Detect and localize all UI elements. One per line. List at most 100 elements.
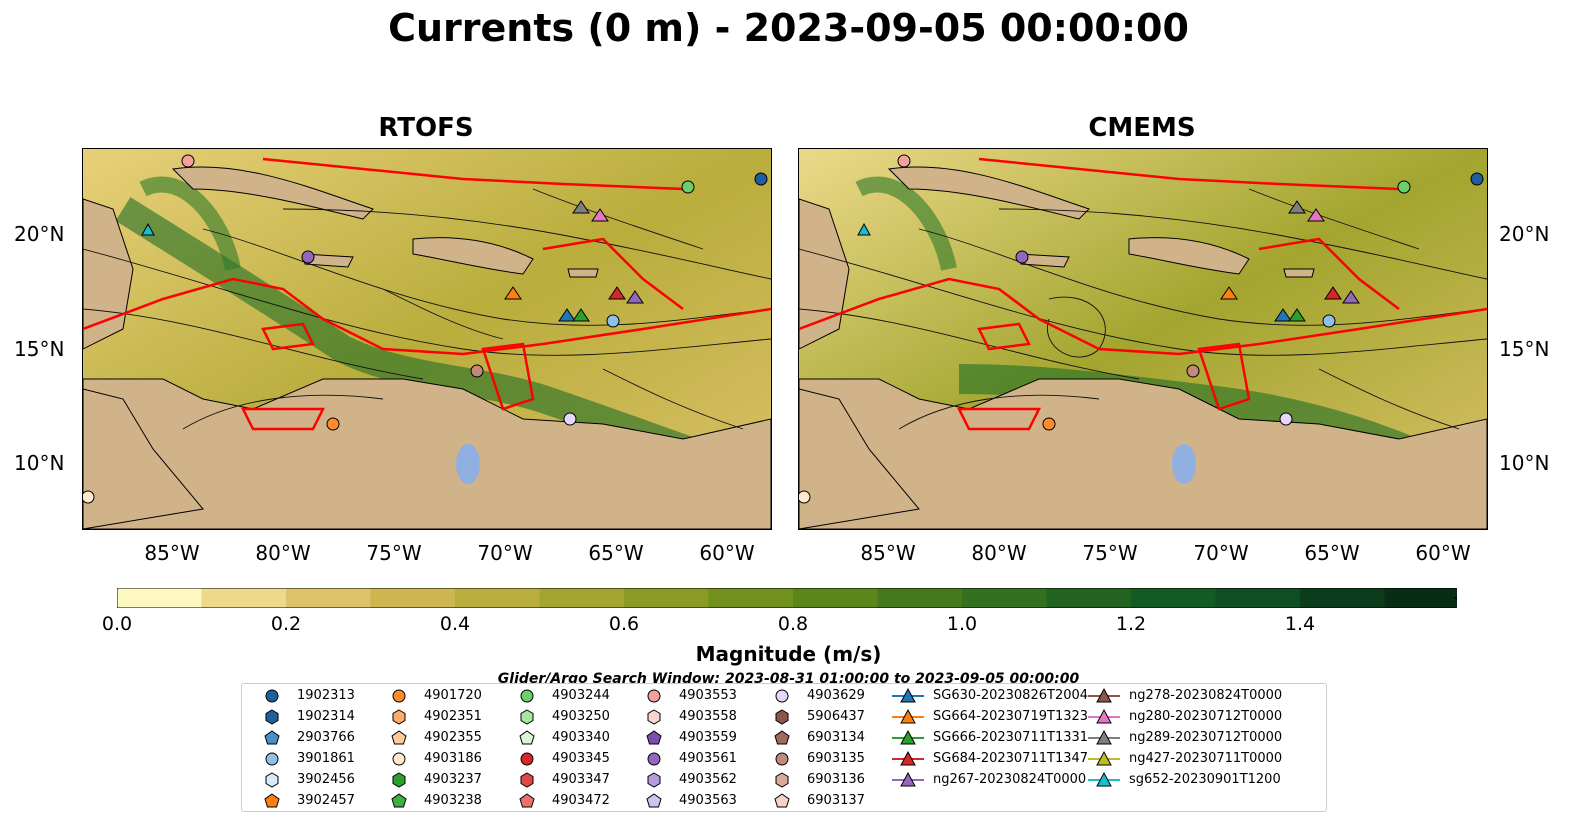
cmems-panel-title: CMEMS <box>1088 113 1196 143</box>
lon-label-cmems-85: 85°W <box>860 541 916 565</box>
hexagon-marker-icon <box>265 772 279 788</box>
legend-label: 3902457 <box>297 793 355 808</box>
legend-label: 3902456 <box>297 772 355 787</box>
legend-label: 6903135 <box>807 751 865 766</box>
glider-tracks <box>83 157 771 431</box>
lon-label-cmems-70: 70°W <box>1193 541 1249 565</box>
lat-label-right-10: 10°N <box>1499 451 1550 475</box>
figure-title: Currents (0 m) - 2023-09-05 00:00:00 <box>388 6 1189 50</box>
puerto-rico-land <box>1283 268 1315 278</box>
colorbar-segment <box>370 588 456 608</box>
colorbar-segment <box>793 588 878 608</box>
legend-label: 4903347 <box>552 772 610 787</box>
rtofs-map[interactable] <box>82 148 772 530</box>
pentagon-marker-icon <box>391 793 407 808</box>
legend-label: 4903629 <box>807 688 865 703</box>
lat-label-right-15: 15°N <box>1499 337 1550 361</box>
colorbar-segment <box>1384 588 1457 608</box>
lat-label-left-15: 15°N <box>14 337 65 361</box>
pentagon-marker-icon <box>391 730 407 745</box>
colorbar-tick-label: 0.8 <box>777 613 809 635</box>
hispaniola-land <box>1128 237 1250 275</box>
legend-label: 4903340 <box>552 730 610 745</box>
south-america-land <box>83 378 771 529</box>
legend-label: 4903563 <box>679 793 737 808</box>
lon-label-rtofs-70: 70°W <box>477 541 533 565</box>
colorbar-segment <box>624 588 709 608</box>
hexagon-marker-icon <box>775 772 789 788</box>
legend-label: 4902351 <box>424 709 482 724</box>
circle-marker-icon <box>647 752 661 766</box>
yucatan-land <box>83 198 134 350</box>
hexagon-marker-icon <box>265 709 279 725</box>
triangle-marker-icon <box>1088 729 1120 745</box>
legend-label: 1902313 <box>297 688 355 703</box>
legend-label: 5906437 <box>807 709 865 724</box>
hexagon-marker-icon <box>647 772 661 788</box>
lon-label-rtofs-85: 85°W <box>144 541 200 565</box>
lon-label-rtofs-80: 80°W <box>255 541 311 565</box>
float-markers <box>799 154 1484 504</box>
triangle-marker-icon <box>1088 687 1120 703</box>
colorbar-tick-label: 1.0 <box>946 613 978 635</box>
legend-label: SG664-20230719T1323 <box>933 709 1089 724</box>
legend-label: 4903559 <box>679 730 737 745</box>
triangle-marker-icon <box>892 729 924 745</box>
legend-label: 4903250 <box>552 709 610 724</box>
rtofs-panel-title: RTOFS <box>378 113 474 143</box>
circle-marker-icon <box>265 689 279 703</box>
colorbar-tick-label: 0.0 <box>101 613 133 635</box>
colorbar-segment <box>117 588 202 608</box>
lake-maracaibo <box>456 444 480 484</box>
legend-label: 4903472 <box>552 793 610 808</box>
streamlines <box>799 188 1487 430</box>
circle-marker-icon <box>520 689 534 703</box>
lat-label-left-10: 10°N <box>14 451 65 475</box>
circle-marker-icon <box>775 689 789 703</box>
colorbar-segment <box>1300 588 1385 608</box>
circle-marker-icon <box>775 752 789 766</box>
yucatan-land <box>799 198 850 350</box>
colorbar-tick-label: 1.4 <box>1284 613 1316 635</box>
hexagon-marker-icon <box>520 709 534 725</box>
pentagon-marker-icon <box>264 730 280 745</box>
legend-label: 3901861 <box>297 751 355 766</box>
cuba-land <box>171 166 374 220</box>
legend-label: SG630-20230826T2004 <box>933 688 1089 703</box>
pentagon-marker-icon <box>519 793 535 808</box>
legend-label: ng267-20230824T0000 <box>933 772 1087 787</box>
circle-marker-icon <box>265 752 279 766</box>
legend-label: 4903238 <box>424 793 482 808</box>
legend-label: 6903137 <box>807 793 865 808</box>
legend-label: 2903766 <box>297 730 355 745</box>
legend-label: ng427-20230711T0000 <box>1129 751 1283 766</box>
hispaniola-land <box>412 237 534 275</box>
colorbar-segment <box>539 588 625 608</box>
lat-label-left-20: 20°N <box>14 222 65 246</box>
colorbar-segment <box>455 588 540 608</box>
triangle-marker-icon <box>1088 771 1120 787</box>
legend-label: ng289-20230712T0000 <box>1129 730 1283 745</box>
lon-label-cmems-65: 65°W <box>1304 541 1360 565</box>
colorbar-tick-label: 0.2 <box>270 613 302 635</box>
legend-label: 4903186 <box>424 751 482 766</box>
hexagon-marker-icon <box>647 709 661 725</box>
lon-label-rtofs-75: 75°W <box>366 541 422 565</box>
float-markers <box>83 154 768 504</box>
pentagon-marker-icon <box>646 730 662 745</box>
cmems-map[interactable] <box>798 148 1488 530</box>
hexagon-marker-icon <box>392 709 406 725</box>
cmems-map-canvas <box>799 149 1487 529</box>
colorbar-label: Magnitude (m/s) <box>695 642 882 666</box>
pentagon-marker-icon <box>519 730 535 745</box>
circle-marker-icon <box>392 752 406 766</box>
south-america-land <box>799 378 1487 529</box>
legend-label: 4901720 <box>424 688 482 703</box>
lon-label-rtofs-65: 65°W <box>588 541 644 565</box>
legend-label: 6903136 <box>807 772 865 787</box>
legend-label: 1902314 <box>297 709 355 724</box>
pentagon-marker-icon <box>774 793 790 808</box>
legend-label: 4903237 <box>424 772 482 787</box>
legend-label: SG666-20230711T1331 <box>933 730 1089 745</box>
colorbar-segment <box>877 588 963 608</box>
